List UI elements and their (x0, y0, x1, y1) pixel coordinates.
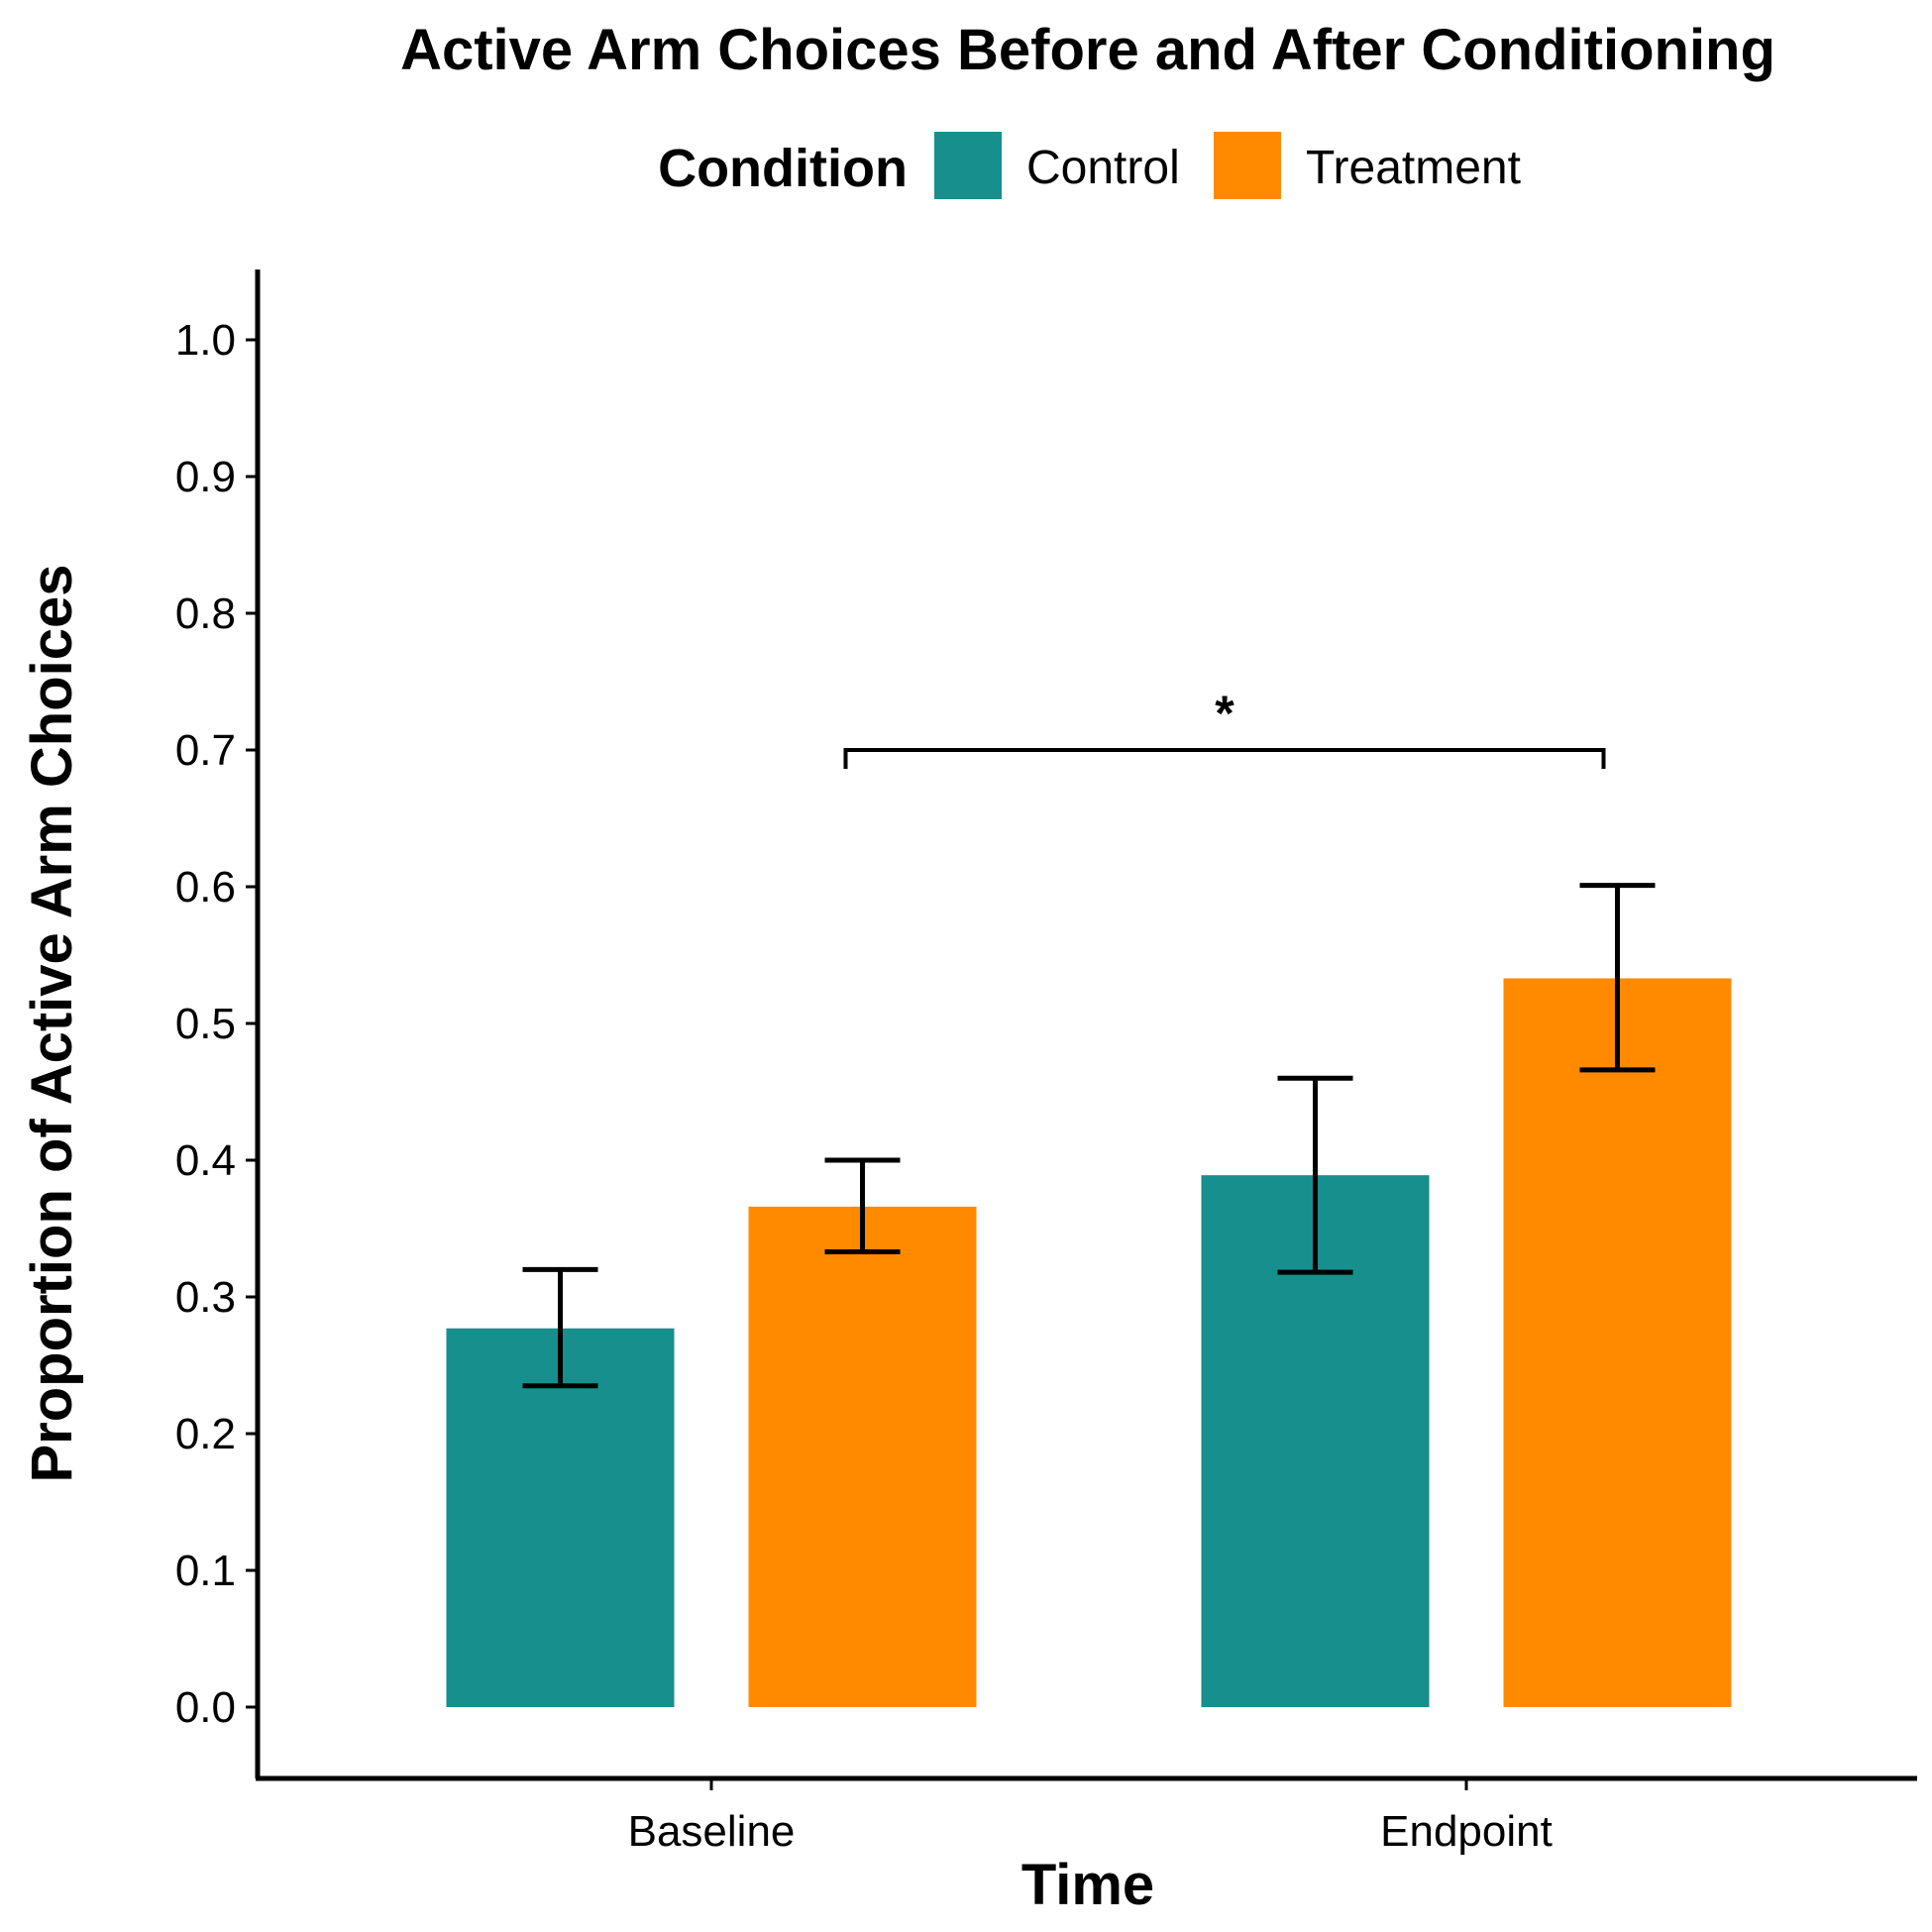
y-tick-label: 0.2 (175, 1410, 236, 1458)
y-tick-label: 0.8 (175, 590, 236, 638)
y-tick-label: 0.6 (175, 863, 236, 912)
y-axis-title: Proportion of Active Arm Choices (20, 564, 84, 1482)
y-tick-label: 1.0 (175, 316, 236, 365)
legend: Condition Control Treatment (658, 132, 1521, 199)
plot-area: 0.0 0.1 0.2 0.3 0.4 0.5 0.6 0.7 0.8 0.9 1.0 Baselin… (175, 316, 1732, 1856)
x-axis-title: Time (1021, 1853, 1154, 1917)
legend-label-treatment: Treatment (1306, 142, 1521, 194)
y-tick-label: 0.3 (175, 1273, 236, 1322)
bar-treatment-baseline (748, 1206, 977, 1707)
legend-label-control: Control (1026, 142, 1180, 194)
y-tick-label: 0.7 (175, 726, 236, 775)
y-tick-label: 0.4 (175, 1136, 236, 1185)
x-tick-label: Baseline (628, 1807, 796, 1856)
y-tick-label: 0.5 (175, 1000, 236, 1048)
y-tick-label: 0.1 (175, 1547, 236, 1595)
significance-bracket (843, 748, 1606, 769)
chart-title: Active Arm Choices Before and After Cond… (400, 18, 1775, 82)
significance-label: * (1215, 686, 1234, 741)
legend-swatch-control (934, 132, 1002, 199)
bar-control-baseline (446, 1328, 675, 1707)
bar-treatment-endpoint (1503, 978, 1732, 1707)
legend-swatch-treatment (1214, 132, 1281, 199)
legend-title: Condition (658, 139, 908, 198)
x-tick-label: Endpoint (1380, 1807, 1553, 1856)
y-tick-label: 0.9 (175, 453, 236, 501)
y-tick-label: 0.0 (175, 1683, 236, 1732)
